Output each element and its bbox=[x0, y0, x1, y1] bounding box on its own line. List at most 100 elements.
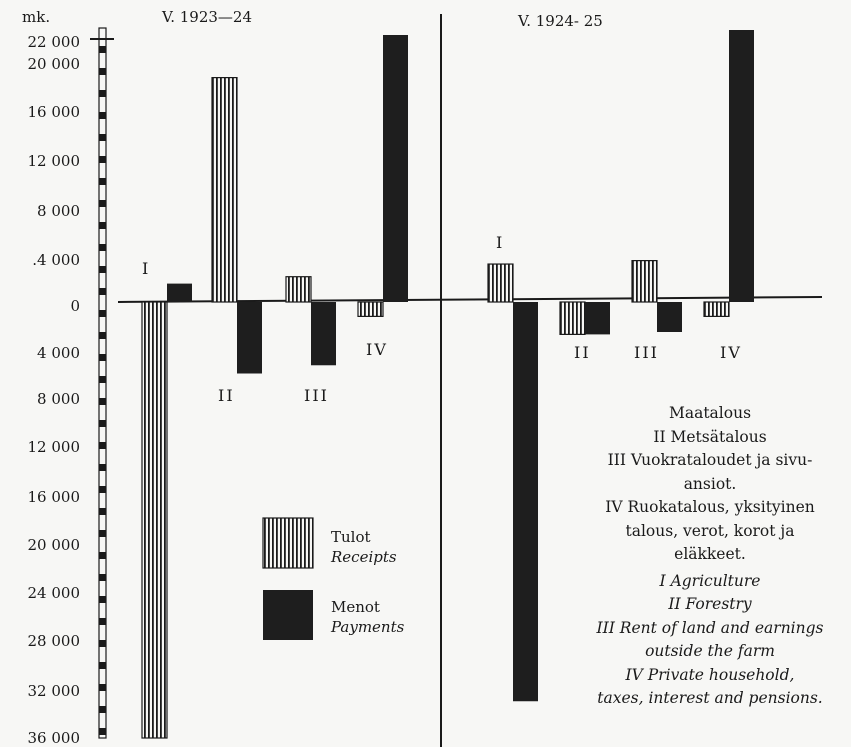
panel-2-title: V. 1924- 25 bbox=[517, 12, 603, 30]
category-desc-fi: II Metsätalous bbox=[653, 427, 767, 446]
bar-receipts-p2-II bbox=[559, 301, 586, 336]
category-desc-fi: IV Ruokatalous, yksityinen bbox=[605, 498, 815, 516]
bars bbox=[141, 30, 754, 739]
y-axis-segment bbox=[99, 420, 106, 427]
bar-receipts-p2-I bbox=[487, 263, 514, 303]
category-desc-en: I Agriculture bbox=[659, 571, 761, 590]
y-axis-segment bbox=[99, 508, 106, 515]
bar-receipts-p1-III bbox=[285, 276, 312, 303]
y-tick-label: 16 000 bbox=[28, 103, 81, 121]
y-axis-segment bbox=[99, 332, 106, 339]
y-axis-segment bbox=[99, 46, 106, 53]
legend-receipts-en: Receipts bbox=[331, 548, 397, 566]
category-descriptions: Maatalous II Metsätalous III Vuokratalou… bbox=[575, 402, 845, 711]
category-label: I bbox=[142, 259, 150, 278]
y-tick-label: 8 000 bbox=[37, 390, 80, 408]
legend-swatch-payments bbox=[263, 590, 313, 640]
y-tick-label: 0 bbox=[70, 297, 80, 315]
y-axis-segment bbox=[99, 354, 106, 361]
legend-receipts: Tulot Receipts bbox=[331, 527, 397, 567]
y-tick-label: 20 000 bbox=[28, 55, 81, 73]
bar-payments-p2-I bbox=[513, 302, 538, 702]
y-axis-segment bbox=[99, 486, 106, 493]
y-tick-label: 12 000 bbox=[28, 438, 81, 456]
y-axis-segment bbox=[99, 640, 106, 647]
y-axis-segment bbox=[99, 706, 106, 713]
y-tick-label: 32 000 bbox=[28, 682, 81, 700]
bar-receipts-p1-I bbox=[141, 301, 168, 739]
y-axis-segment bbox=[99, 464, 106, 471]
category-desc-fi: talous, verot, korot ja bbox=[625, 521, 795, 540]
legend-payments-en: Payments bbox=[331, 618, 405, 636]
y-tick-label: 16 000 bbox=[28, 488, 81, 506]
y-axis-segment bbox=[99, 376, 106, 383]
y-tick-label: 36 000 bbox=[28, 729, 81, 747]
category-desc-fi: III Vuokrataloudet ja sivu- bbox=[607, 451, 813, 469]
y-axis-segment bbox=[99, 442, 106, 449]
y-tick-label: 24 000 bbox=[28, 584, 81, 602]
y-axis-segment bbox=[99, 574, 106, 581]
legend-swatch-receipts bbox=[262, 517, 314, 569]
bar-payments-p1-III bbox=[311, 302, 336, 366]
legend-receipts-fi: Tulot bbox=[331, 528, 371, 546]
category-label: III bbox=[634, 343, 659, 362]
y-axis-segment bbox=[99, 266, 106, 273]
y-tick-label: 4 000 bbox=[37, 344, 80, 362]
bar-payments-p2-II bbox=[585, 302, 610, 335]
category-desc-fi: ansiot. bbox=[683, 474, 737, 493]
y-ticks-above: 22 000 20 000 16 000 12 000 8 000 .4 000… bbox=[28, 33, 81, 315]
y-axis-segment bbox=[99, 662, 106, 669]
y-tick-label: 12 000 bbox=[28, 152, 81, 170]
category-desc-en: outside the farm bbox=[645, 642, 775, 660]
category-label: IV bbox=[720, 343, 742, 362]
panel-1-title: V. 1923—24 bbox=[161, 8, 252, 26]
y-tick-label: 8 000 bbox=[37, 202, 80, 220]
category-desc-fi: Maatalous bbox=[668, 404, 752, 422]
category-label: II bbox=[218, 386, 235, 405]
bar-payments-p1-I bbox=[167, 283, 192, 302]
y-tick-label: 22 000 bbox=[28, 33, 81, 51]
bar-receipts-p1-IV bbox=[357, 301, 384, 317]
category-desc-fi: eläkkeet. bbox=[674, 545, 746, 563]
category-label: II bbox=[574, 343, 591, 362]
category-desc-en: II Forestry bbox=[668, 595, 752, 613]
category-desc-en: taxes, interest and pensions. bbox=[597, 689, 823, 707]
category-label: III bbox=[304, 386, 329, 405]
y-axis-segment bbox=[99, 684, 106, 691]
y-axis-segment bbox=[99, 68, 106, 75]
bar-payments-p2-III bbox=[657, 302, 682, 332]
y-axis-segment bbox=[99, 288, 106, 295]
y-tick-label: 20 000 bbox=[28, 536, 81, 554]
y-axis-segment bbox=[99, 596, 106, 603]
y-axis-segment bbox=[99, 134, 106, 141]
y-axis-segment bbox=[99, 156, 106, 163]
y-axis-segments bbox=[99, 46, 106, 735]
y-axis-segment bbox=[99, 552, 106, 559]
bar-payments-p1-IV bbox=[383, 35, 408, 302]
y-axis-segment bbox=[99, 222, 106, 229]
bar-payments-p1-II bbox=[237, 302, 262, 374]
bar-payments-p2-IV bbox=[729, 30, 754, 302]
y-axis bbox=[90, 27, 114, 739]
y-axis-segment bbox=[99, 178, 106, 185]
y-axis-segment bbox=[99, 398, 106, 405]
y-axis-segment bbox=[99, 728, 106, 735]
category-desc-en: III Rent of land and earnings bbox=[596, 618, 824, 637]
y-tick-label: .4 000 bbox=[32, 251, 80, 269]
bar-receipts-p1-II bbox=[211, 76, 238, 303]
category-desc-en: IV Private household, bbox=[625, 665, 795, 684]
y-axis-segment bbox=[99, 244, 106, 251]
y-axis-segment bbox=[99, 112, 106, 119]
y-axis-segment bbox=[99, 90, 106, 97]
legend-payments-fi: Menot bbox=[331, 598, 380, 616]
y-ticks-below: 4 000 8 000 12 000 16 000 20 000 24 000 … bbox=[28, 344, 81, 747]
y-axis-segment bbox=[99, 618, 106, 625]
bar-receipts-p2-III bbox=[631, 260, 658, 303]
y-tick-label: 28 000 bbox=[28, 632, 81, 650]
y-axis-segment bbox=[99, 200, 106, 207]
bar-receipts-p2-IV bbox=[703, 301, 730, 317]
category-label: I bbox=[496, 233, 504, 252]
unit-label: mk. bbox=[22, 8, 50, 26]
legend-payments: Menot Payments bbox=[331, 597, 404, 637]
